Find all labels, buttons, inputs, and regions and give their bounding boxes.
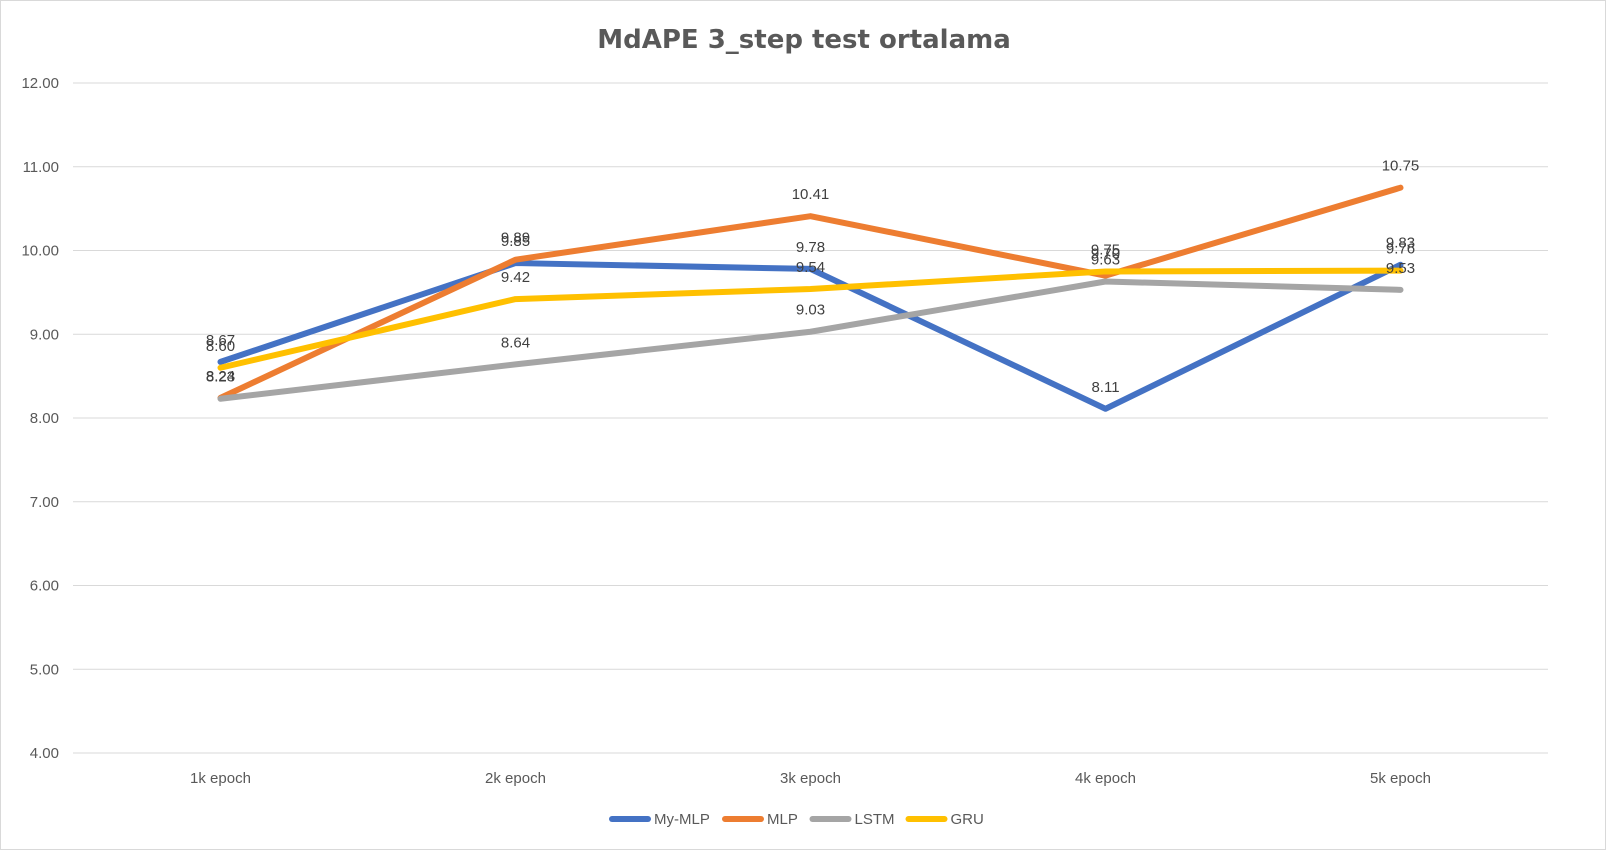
series-line-mlp — [217, 184, 1404, 401]
y-tick-label: 6.00 — [30, 578, 59, 595]
x-axis-tick-labels: 1k epoch 2k epoch 3k epoch 4k epoch 5k epoch — [190, 770, 1431, 787]
data-label-lstm: 8.23 — [206, 369, 235, 386]
x-tick-label: 4k epoch — [1075, 770, 1136, 787]
legend-item-mlp: MLP — [722, 811, 798, 828]
data-label-gru: 9.75 — [1091, 241, 1120, 258]
x-tick-label: 2k epoch — [485, 770, 546, 787]
legend-label: LSTM — [855, 811, 895, 828]
x-tick-label: 1k epoch — [190, 770, 251, 787]
gridlines — [73, 82, 1548, 754]
legend-item-my-mlp: My-MLP — [609, 811, 710, 828]
y-tick-label: 4.00 — [30, 745, 59, 762]
x-tick-label: 5k epoch — [1370, 770, 1431, 787]
legend: My-MLP MLP LSTM GRU — [609, 811, 984, 828]
x-tick-label: 3k epoch — [780, 770, 841, 787]
series-line-my-mlp — [217, 260, 1404, 412]
data-label-my-mlp: 9.78 — [796, 239, 825, 256]
y-tick-label: 10.00 — [21, 243, 59, 260]
data-labels: 8.67 9.85 9.78 8.11 9.83 8.24 9.89 10.41 9.70 10.… — [206, 158, 1419, 396]
data-label-lstm: 8.64 — [501, 334, 530, 351]
data-label-mlp: 10.41 — [792, 186, 830, 203]
data-label-lstm: 9.63 — [1091, 251, 1120, 268]
y-tick-label: 11.00 — [23, 159, 59, 176]
data-label-gru: 8.60 — [206, 338, 235, 355]
y-tick-label: 12.00 — [21, 75, 59, 92]
y-axis-tick-labels: 4.00 5.00 6.00 7.00 8.00 9.00 10.00 11.00 12.00 — [21, 75, 59, 762]
y-tick-label: 8.00 — [30, 410, 59, 427]
data-label-gru: 9.76 — [1386, 241, 1415, 258]
legend-item-gru: GRU — [905, 811, 984, 828]
data-label-my-mlp: 8.67 — [206, 332, 235, 349]
data-label-gru: 9.54 — [796, 259, 825, 276]
legend-label: GRU — [951, 811, 984, 828]
data-label-my-mlp: 9.83 — [1386, 235, 1415, 252]
legend-label: My-MLP — [654, 811, 710, 828]
data-label-mlp: 10.75 — [1382, 158, 1420, 175]
y-tick-label: 7.00 — [30, 494, 59, 511]
data-label-gru: 9.42 — [501, 269, 530, 286]
y-tick-label: 5.00 — [30, 661, 59, 678]
series-lines — [217, 184, 1404, 412]
data-label-lstm: 9.03 — [796, 302, 825, 319]
data-label-my-mlp: 8.11 — [1091, 379, 1119, 396]
data-label-mlp: 8.24 — [206, 368, 235, 385]
data-label-mlp: 9.89 — [501, 230, 530, 247]
legend-label: MLP — [767, 811, 798, 828]
chart-title: MdAPE 3_step test ortalama — [597, 25, 1011, 55]
data-label-mlp: 9.70 — [1091, 246, 1120, 263]
data-label-my-mlp: 9.85 — [501, 233, 530, 250]
y-tick-label: 9.00 — [30, 326, 59, 343]
legend-item-lstm: LSTM — [809, 811, 895, 828]
series-line-gru — [217, 267, 1404, 371]
series-line-lstm — [217, 278, 1404, 402]
data-label-lstm: 9.53 — [1386, 260, 1415, 277]
